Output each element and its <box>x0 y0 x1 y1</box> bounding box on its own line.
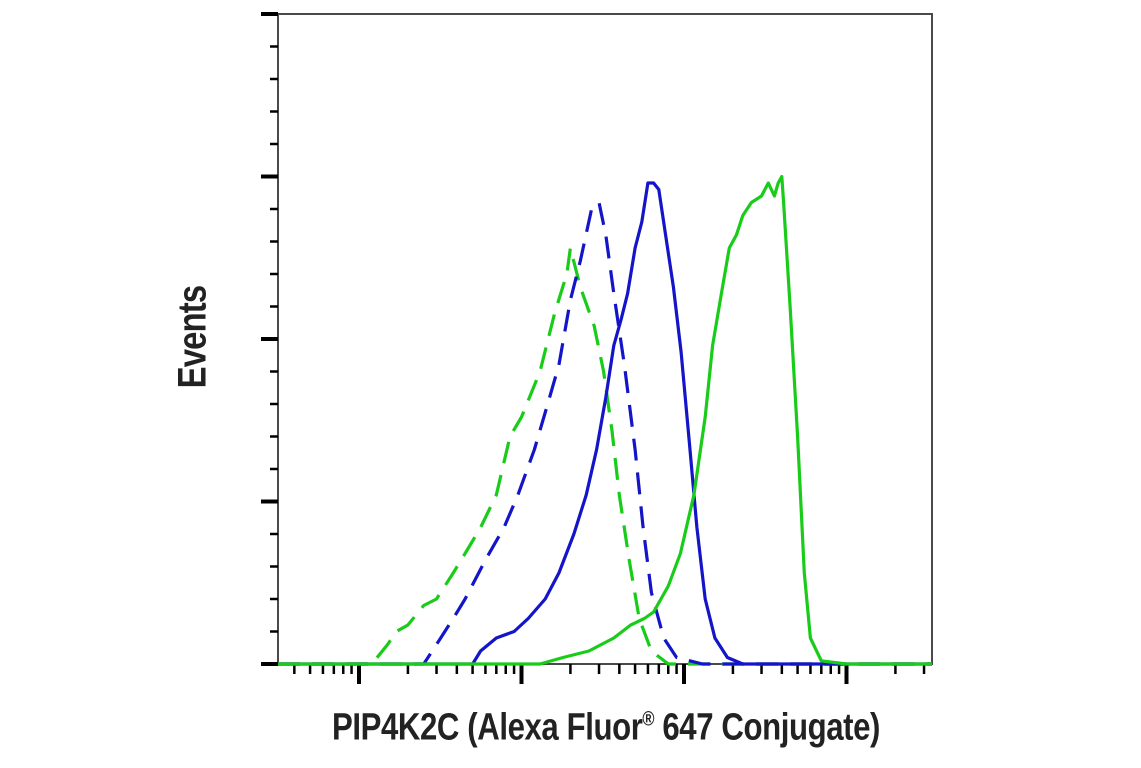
registered-mark: ® <box>642 708 655 731</box>
plot-frame <box>277 13 933 665</box>
series-green-solid <box>278 174 932 666</box>
x-axis-label: PIP4K2C (Alexa Fluor® 647 Conjugate) <box>332 707 880 750</box>
y-axis-label: Events <box>170 285 215 389</box>
series-blue-dashed <box>278 200 932 666</box>
y-axis-ticks <box>261 12 278 666</box>
series-green-dashed <box>278 246 932 666</box>
x-axis-ticks <box>293 664 926 684</box>
series-blue-solid <box>278 181 932 666</box>
x-axis-label-tail: 647 Conjugate) <box>654 706 880 749</box>
series-layer <box>278 174 932 666</box>
x-axis-label-main: PIP4K2C (Alexa Fluor <box>332 706 643 749</box>
